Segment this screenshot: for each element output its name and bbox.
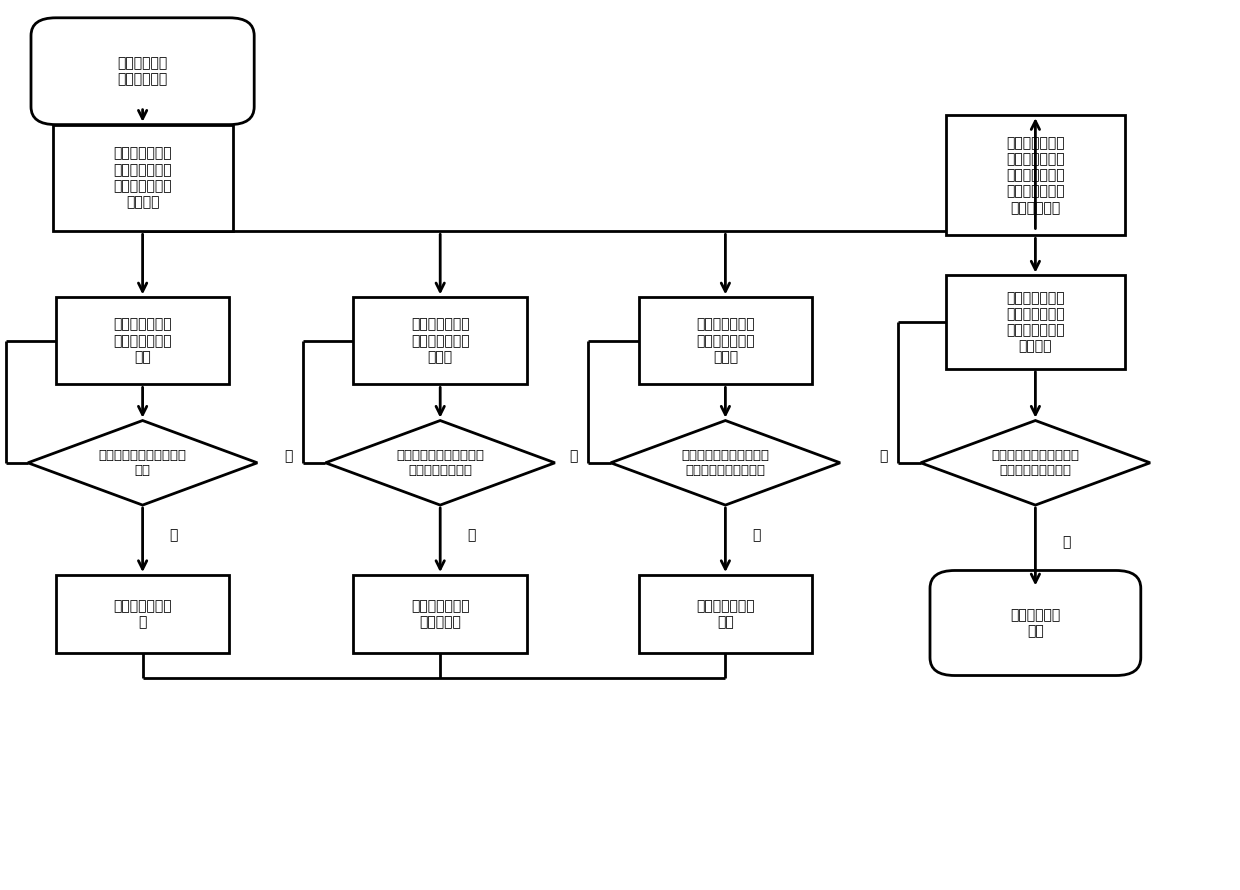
Text: 逐一检对负障碍
物候选区域进行
面积过滤和点对
数量过滤: 逐一检对负障碍 物候选区域进行 面积过滤和点对 数量过滤 — [1006, 291, 1065, 353]
Bar — [56, 297, 229, 384]
Text: 是: 是 — [753, 529, 760, 543]
Polygon shape — [920, 421, 1149, 505]
Text: 否: 否 — [569, 449, 578, 464]
Polygon shape — [325, 421, 556, 505]
Text: 加入初始候选点
对: 加入初始候选点 对 — [113, 599, 172, 629]
Text: 逐候选点对检测
属部点云分布密
集特征: 逐候选点对检测 属部点云分布密 集特征 — [410, 318, 470, 364]
Bar — [53, 125, 233, 231]
Text: 加入最终的候选
点对: 加入最终的候选 点对 — [696, 599, 755, 629]
Text: 垂直扫描多线
激光雷达点云: 垂直扫描多线 激光雷达点云 — [118, 56, 167, 86]
Text: 逐激光点检测局
部点云距离跳变
特征: 逐激光点检测局 部点云距离跳变 特征 — [113, 318, 172, 364]
Bar — [56, 575, 229, 653]
Text: 输出负障碍物
区域: 输出负障碍物 区域 — [1011, 608, 1060, 638]
Text: 候选点对依据点
对长度一致性和
空间位置一致性
聚类，得到负障
碍物候选区域: 候选点对依据点 对长度一致性和 空间位置一致性 聚类，得到负障 碍物候选区域 — [1006, 136, 1065, 214]
Text: 逐线逐激光点计
算邻近点间距、
局部平滑度，获
得平滑点: 逐线逐激光点计 算邻近点间距、 局部平滑度，获 得平滑点 — [113, 147, 172, 209]
Text: 候选点对中后沿点所在位
置点云局部密集？: 候选点对中后沿点所在位 置点云局部密集？ — [397, 449, 484, 477]
Text: 否: 否 — [284, 449, 293, 464]
FancyBboxPatch shape — [930, 570, 1141, 676]
Text: 负障碍物候选区域满足面
积、点对数目阈値？: 负障碍物候选区域满足面 积、点对数目阈値？ — [992, 449, 1079, 477]
Text: 加入筛选后的初
始候选点对: 加入筛选后的初 始候选点对 — [410, 599, 470, 629]
Bar — [945, 275, 1126, 368]
Text: 满足邻近点间距局部极大
値？: 满足邻近点间距局部极大 値？ — [99, 449, 186, 477]
Bar — [639, 575, 812, 653]
Text: 是: 是 — [170, 529, 177, 543]
FancyBboxPatch shape — [31, 18, 254, 125]
Bar — [353, 575, 527, 653]
Polygon shape — [29, 421, 258, 505]
Text: 是: 是 — [1063, 535, 1070, 549]
Bar — [945, 115, 1126, 235]
Text: 否: 否 — [879, 449, 888, 464]
Text: 候选点对后沿点位于前方
平滑点拟合直线下方？: 候选点对后沿点位于前方 平滑点拟合直线下方？ — [682, 449, 769, 477]
Text: 是: 是 — [467, 529, 475, 543]
Text: 逐候选点对检测
属部点云高度下
降特征: 逐候选点对检测 属部点云高度下 降特征 — [696, 318, 755, 364]
Bar — [639, 297, 812, 384]
Polygon shape — [610, 421, 841, 505]
Bar — [353, 297, 527, 384]
